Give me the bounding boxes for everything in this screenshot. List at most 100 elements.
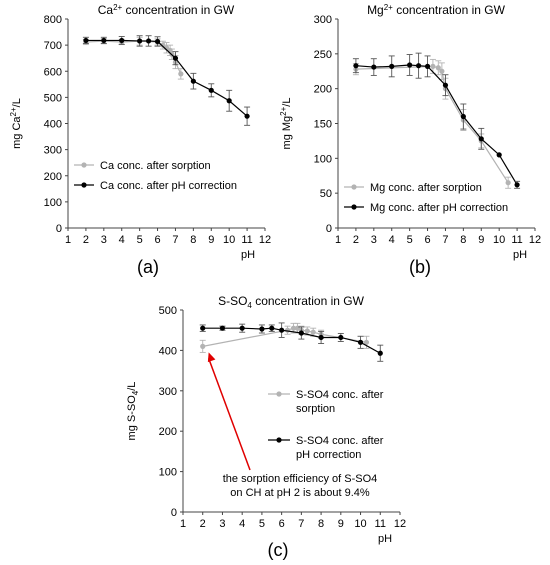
x-tick-label: 2 (83, 234, 89, 246)
data-point (430, 63, 436, 69)
data-point (478, 136, 484, 142)
data-point (119, 37, 125, 44)
panel-label: (b) (409, 257, 431, 277)
x-tick-label: 2 (353, 234, 359, 246)
data-point (208, 87, 214, 93)
chart-b: Mg2+ concentration in GW 0 50 100 150 200 250 3… (279, 3, 541, 277)
legend-label: S-SO4 conc. after (296, 435, 384, 447)
data-point (357, 339, 364, 345)
data-point (371, 64, 377, 70)
x-tick-label: 7 (298, 518, 304, 530)
legend-marker (276, 437, 282, 443)
y-axis-label: mg Ca2+/L (9, 98, 23, 149)
data-point (389, 63, 395, 69)
data-point (415, 63, 422, 69)
legend-marker (351, 184, 357, 190)
y-tick-label: 100 (44, 197, 62, 209)
data-point (172, 55, 179, 61)
legend-label: Mg conc. after sorption (370, 182, 482, 194)
y-tick-label: 200 (159, 426, 177, 438)
chart-c: S-SO4 concentration in GW 0 100 200 300 400 50… (126, 294, 406, 560)
legend-label: Ca conc. after sorption (100, 160, 211, 172)
annotation: the sorption efficiency of S-SO4 on CH at… (207, 352, 377, 499)
panel-label: (a) (137, 257, 159, 277)
data-point (269, 325, 275, 331)
x-tick-label: 9 (338, 518, 344, 530)
y-tick-label: 100 (159, 467, 177, 479)
y-tick-label: 50 (320, 188, 332, 200)
y-tick-label: 200 (44, 171, 62, 183)
chart-title: S-SO4 concentration in GW (218, 294, 365, 310)
chart-title: Ca2+ concentration in GW (98, 3, 235, 17)
x-tick-label: 11 (241, 234, 252, 246)
data-point (200, 343, 206, 349)
y-tick-label: 400 (44, 119, 62, 131)
data-point (424, 63, 431, 69)
x-tick-label: 10 (493, 234, 505, 246)
x-tick-label: 6 (154, 234, 160, 246)
data-point (279, 327, 285, 333)
x-tick-label: 7 (442, 234, 448, 246)
y-tick-label: 0 (326, 223, 332, 235)
x-tick-label: 11 (511, 234, 522, 246)
x-tick-label: 5 (137, 234, 143, 246)
data-point (178, 71, 184, 77)
data-point (83, 37, 89, 44)
x-tick-label: 1 (65, 234, 71, 246)
x-tick-label: 1 (180, 518, 186, 530)
data-point (442, 82, 449, 88)
y-axis-label: mg S-SO4/L (126, 382, 140, 441)
y-tick-label: 700 (44, 40, 62, 52)
data-point (435, 65, 441, 71)
x-tick-label: 8 (460, 234, 466, 246)
legend: Mg conc. after sorption Mg conc. after pH… (344, 182, 508, 214)
x-tick-label: 11 (375, 518, 386, 530)
x-tick-label: 8 (318, 518, 324, 530)
x-axis-label: pH (241, 249, 255, 261)
data-point (219, 325, 226, 331)
data-point (439, 68, 445, 74)
y-tick-label: 600 (44, 66, 62, 78)
data-point (338, 334, 344, 341)
data-point (160, 42, 166, 48)
data-point (407, 62, 413, 68)
data-point (259, 326, 265, 332)
y-tick-label: 0 (56, 223, 62, 235)
x-tick-label: 5 (407, 234, 413, 246)
x-tick-label: 8 (190, 234, 196, 246)
series-after-ph-correction (352, 52, 521, 189)
x-tick-label: 6 (424, 234, 430, 246)
legend: S-SO4 conc. after sorption S-SO4 conc. aft… (268, 389, 384, 461)
y-tick-label: 300 (314, 14, 332, 26)
series-after-sorption (82, 36, 184, 80)
x-tick-label: 3 (219, 518, 225, 530)
legend-label: sorption (296, 403, 335, 415)
y-tick-label: 250 (314, 49, 332, 61)
legend-marker (351, 204, 357, 210)
data-point (318, 334, 324, 341)
data-point (505, 180, 511, 186)
legend-marker (276, 391, 282, 397)
legend-label: Ca conc. after pH correction (100, 180, 237, 192)
x-tick-label: 5 (259, 518, 265, 530)
data-point (353, 63, 359, 69)
annotation-arrow-head (207, 352, 216, 363)
data-point (137, 38, 143, 44)
x-tick-label: 6 (279, 518, 285, 530)
data-point (377, 350, 383, 356)
x-tick-label: 9 (208, 234, 214, 246)
legend-marker (81, 182, 87, 188)
legend: Ca conc. after sorption Ca conc. after pH… (74, 160, 237, 192)
legend-label: S-SO4 conc. after (296, 389, 384, 401)
data-point (145, 38, 152, 44)
x-tick-label: 12 (259, 234, 271, 246)
x-tick-label: 12 (394, 518, 406, 530)
x-tick-label: 4 (239, 518, 245, 530)
legend-label: pH correction (296, 449, 361, 461)
y-tick-label: 300 (44, 145, 62, 157)
data-point (496, 152, 502, 158)
data-point (290, 325, 297, 331)
legend-marker (81, 162, 87, 168)
x-tick-label: 2 (200, 518, 206, 530)
